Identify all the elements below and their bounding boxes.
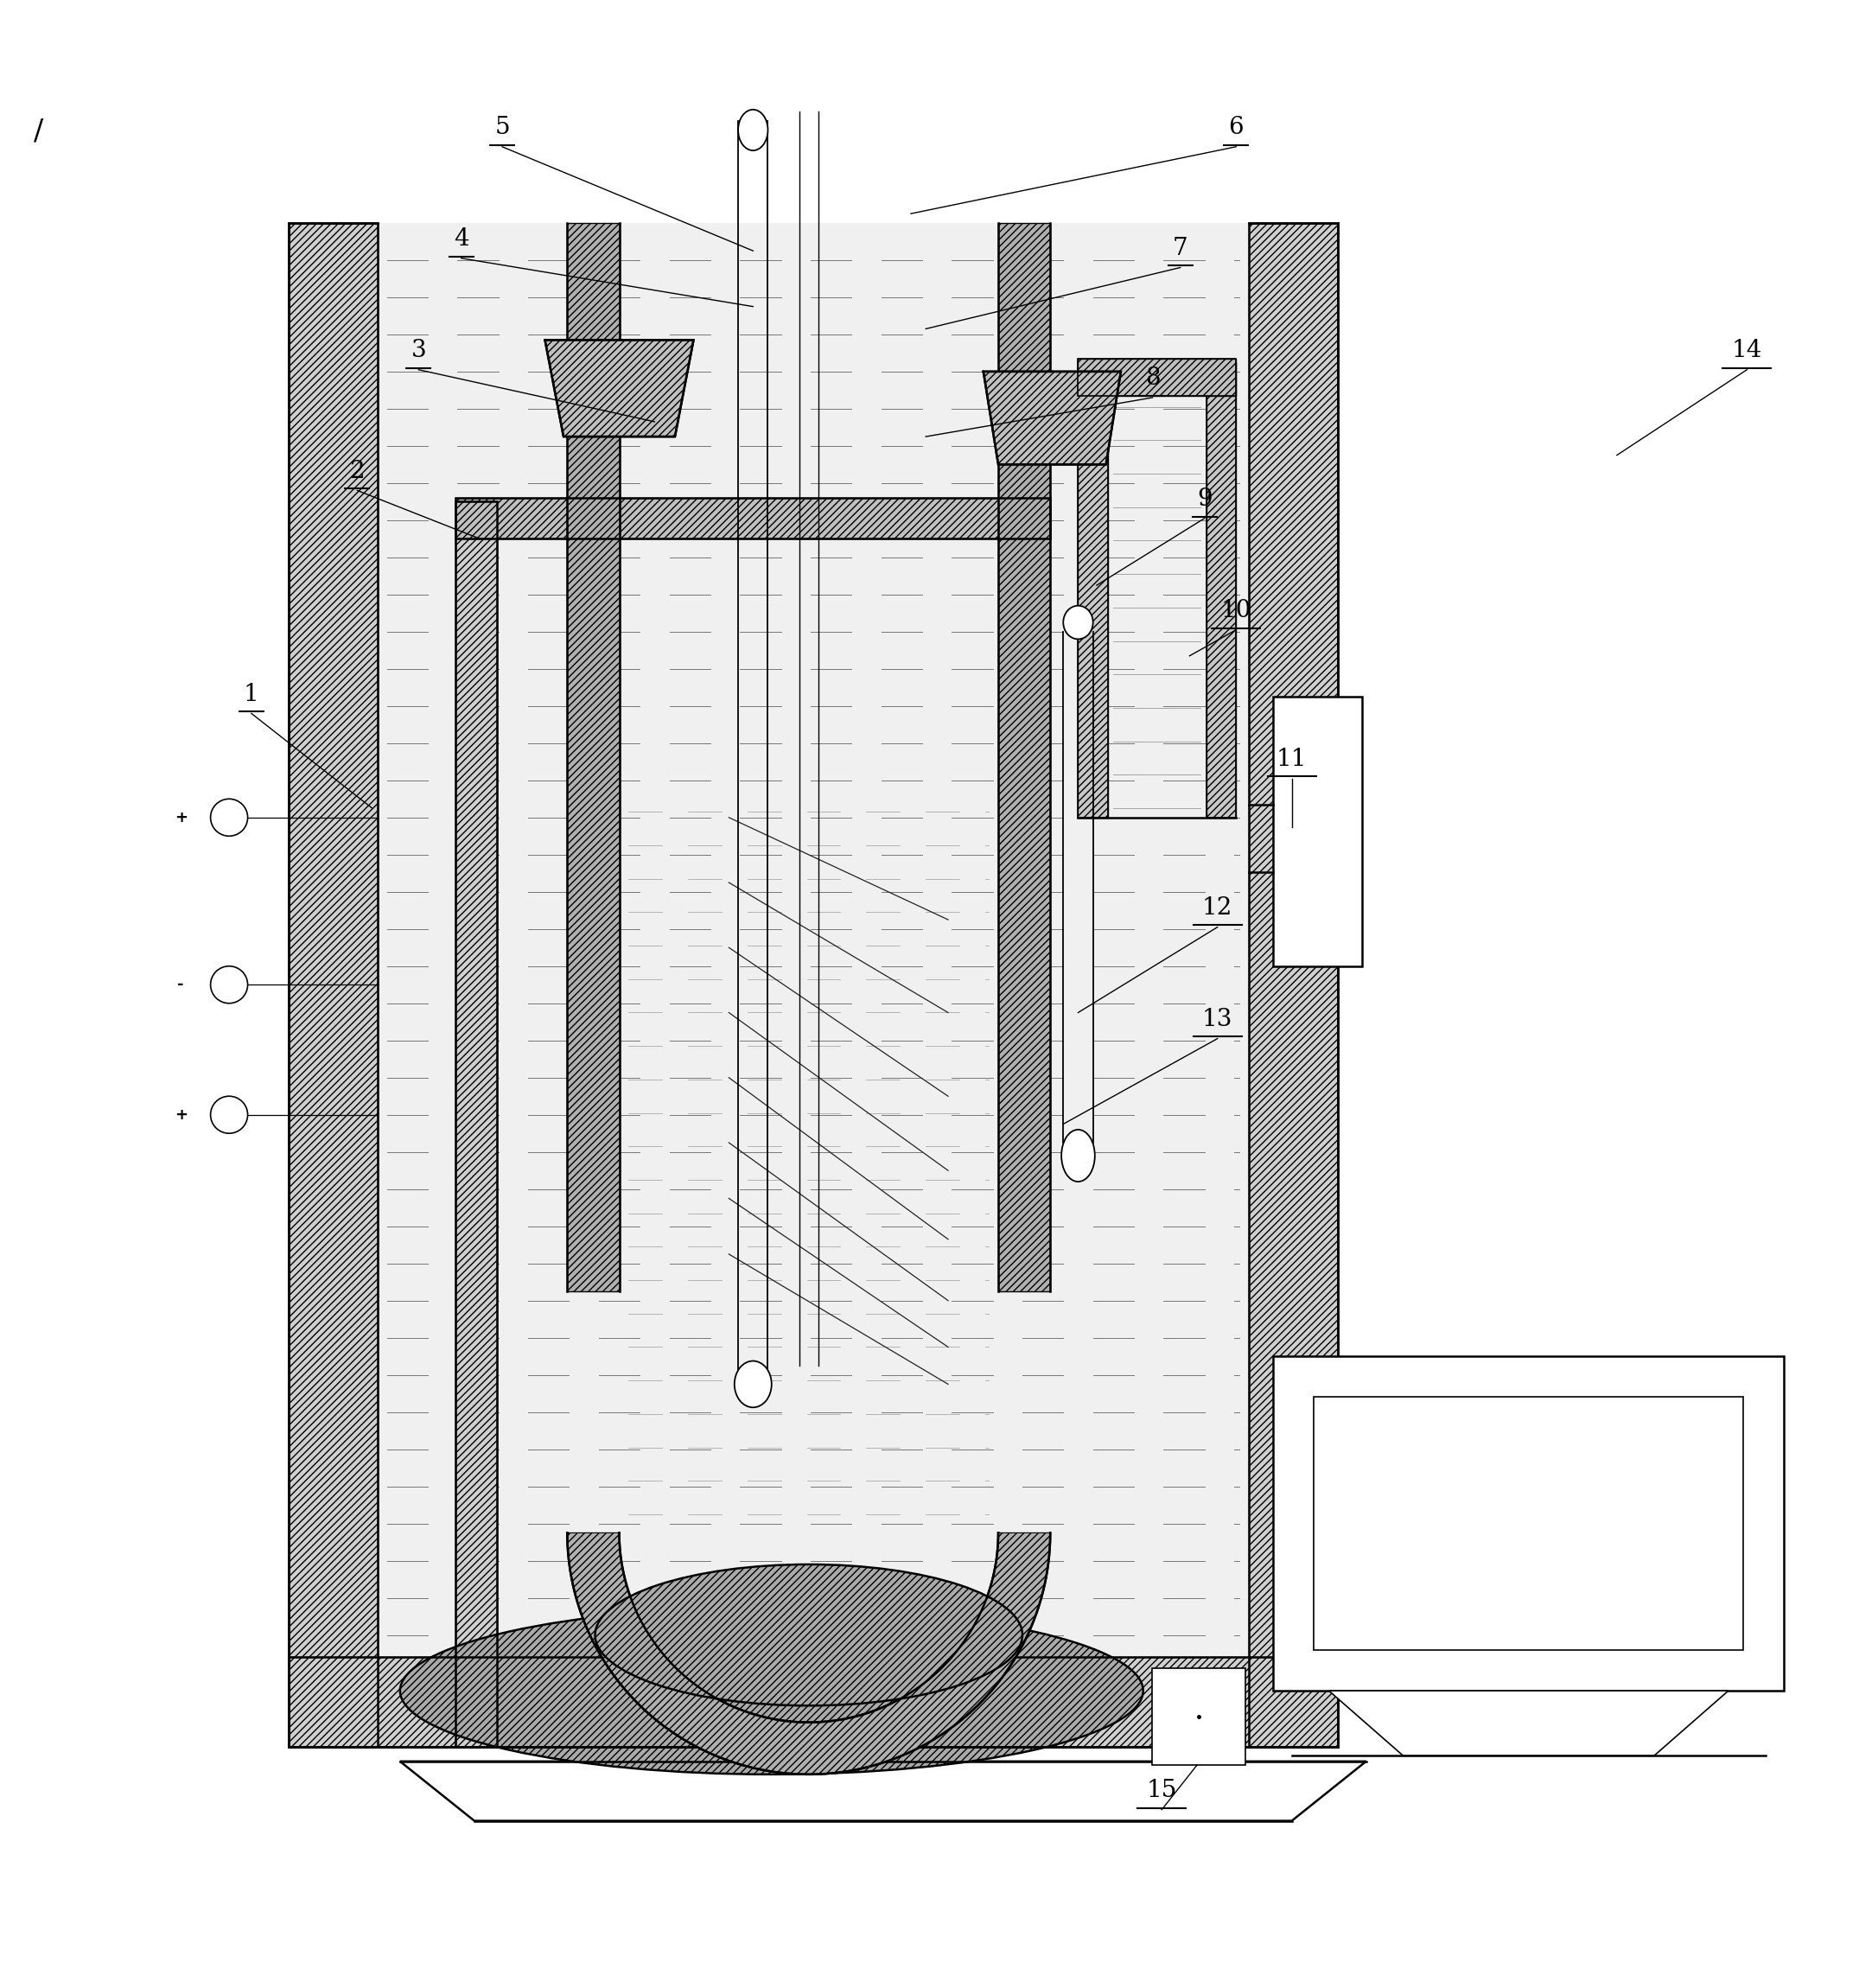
Ellipse shape bbox=[400, 1606, 1143, 1775]
Text: +: + bbox=[175, 1107, 188, 1123]
Bar bbox=[1249, 223, 1338, 1747]
Text: -: - bbox=[178, 976, 184, 992]
Bar bbox=[288, 1658, 1338, 1747]
Ellipse shape bbox=[1063, 606, 1093, 638]
Circle shape bbox=[210, 799, 247, 837]
Text: 4: 4 bbox=[454, 227, 468, 250]
Bar bbox=[455, 497, 1050, 539]
Text: 14: 14 bbox=[1731, 338, 1762, 362]
Text: 2: 2 bbox=[349, 459, 364, 483]
Text: 3: 3 bbox=[411, 338, 426, 362]
Text: 15: 15 bbox=[1147, 1779, 1177, 1803]
Bar bbox=[1206, 362, 1236, 817]
Ellipse shape bbox=[738, 109, 768, 151]
Polygon shape bbox=[1329, 1690, 1729, 1755]
Text: 5: 5 bbox=[494, 115, 509, 139]
Bar bbox=[455, 501, 496, 1747]
Bar bbox=[567, 223, 619, 1292]
Polygon shape bbox=[400, 1761, 1366, 1821]
Bar bbox=[998, 223, 1050, 1292]
Bar bbox=[1206, 362, 1236, 817]
Bar bbox=[1273, 696, 1363, 966]
Bar bbox=[288, 223, 377, 1747]
Bar bbox=[1078, 358, 1236, 396]
Text: 6: 6 bbox=[1229, 115, 1244, 139]
Text: 8: 8 bbox=[1145, 368, 1160, 390]
Polygon shape bbox=[983, 372, 1121, 465]
Bar bbox=[1153, 1668, 1246, 1765]
Text: /: / bbox=[33, 117, 45, 145]
Bar bbox=[288, 1658, 1338, 1747]
Bar bbox=[1078, 362, 1108, 817]
Text: +: + bbox=[175, 809, 188, 825]
Bar bbox=[455, 497, 1050, 539]
Text: 12: 12 bbox=[1203, 897, 1233, 920]
Text: 10: 10 bbox=[1221, 598, 1251, 622]
Ellipse shape bbox=[595, 1565, 1022, 1706]
Text: 7: 7 bbox=[1173, 237, 1188, 260]
Bar bbox=[1249, 223, 1338, 1747]
Circle shape bbox=[210, 966, 247, 1004]
Text: 13: 13 bbox=[1203, 1008, 1233, 1032]
Bar bbox=[1078, 358, 1236, 396]
Bar bbox=[377, 223, 1249, 1658]
Bar bbox=[1273, 1356, 1785, 1690]
Polygon shape bbox=[567, 1533, 1050, 1775]
Ellipse shape bbox=[734, 1362, 771, 1408]
Bar bbox=[1078, 362, 1108, 817]
Ellipse shape bbox=[1061, 1129, 1095, 1181]
Bar bbox=[288, 223, 377, 1747]
Text: 1: 1 bbox=[244, 682, 258, 706]
Circle shape bbox=[210, 1095, 247, 1133]
Polygon shape bbox=[545, 340, 693, 437]
Text: 9: 9 bbox=[1197, 487, 1212, 511]
Bar bbox=[1314, 1398, 1744, 1650]
Bar bbox=[455, 501, 496, 1747]
Text: 11: 11 bbox=[1277, 747, 1307, 771]
